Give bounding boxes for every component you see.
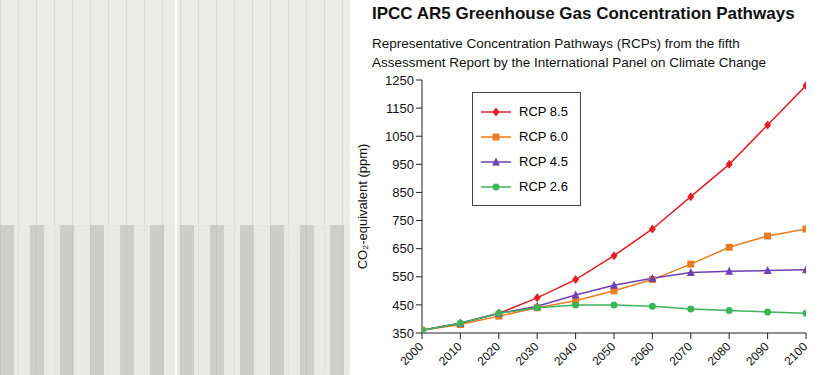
svg-text:CO₂-equivalent (ppm): CO₂-equivalent (ppm) [355,144,370,270]
svg-text:350: 350 [392,326,414,341]
html-text:IPCC AR5 Greenhouse Gas Concen: IPCC AR5 Greenhouse Gas Concentration Pa… [372,4,795,23]
svg-text:2080: 2080 [705,339,734,368]
svg-text:1250: 1250 [385,73,414,88]
svg-text:450: 450 [392,298,414,313]
svg-text:750: 750 [392,213,414,228]
html-text:RCP 6.0: RCP 6.0 [519,129,568,144]
svg-text:850: 850 [392,185,414,200]
svg-text:2020: 2020 [474,339,503,368]
svg-text:650: 650 [392,241,414,256]
svg-text:2070: 2070 [666,339,695,368]
svg-text:550: 550 [392,269,414,284]
html-text:RCP 4.5: RCP 4.5 [519,154,568,169]
svg-text:2090: 2090 [743,339,772,368]
svg-text:2060: 2060 [628,339,657,368]
svg-text:2100: 2100 [782,339,811,368]
svg-text:950: 950 [392,157,414,172]
svg-text:2050: 2050 [590,339,619,368]
html-text:Representative Concentration P: Representative Concentration Pathways (R… [372,36,766,70]
svg-text:1050: 1050 [385,129,414,144]
svg-text:1150: 1150 [386,101,414,116]
html-text:RCP 2.6: RCP 2.6 [519,179,568,194]
svg-text:2000: 2000 [398,339,427,368]
svg-text:2030: 2030 [513,339,542,368]
svg-text:2040: 2040 [551,339,580,368]
html-text:RCP 8.5: RCP 8.5 [519,104,568,119]
svg-text:2010: 2010 [436,339,465,368]
